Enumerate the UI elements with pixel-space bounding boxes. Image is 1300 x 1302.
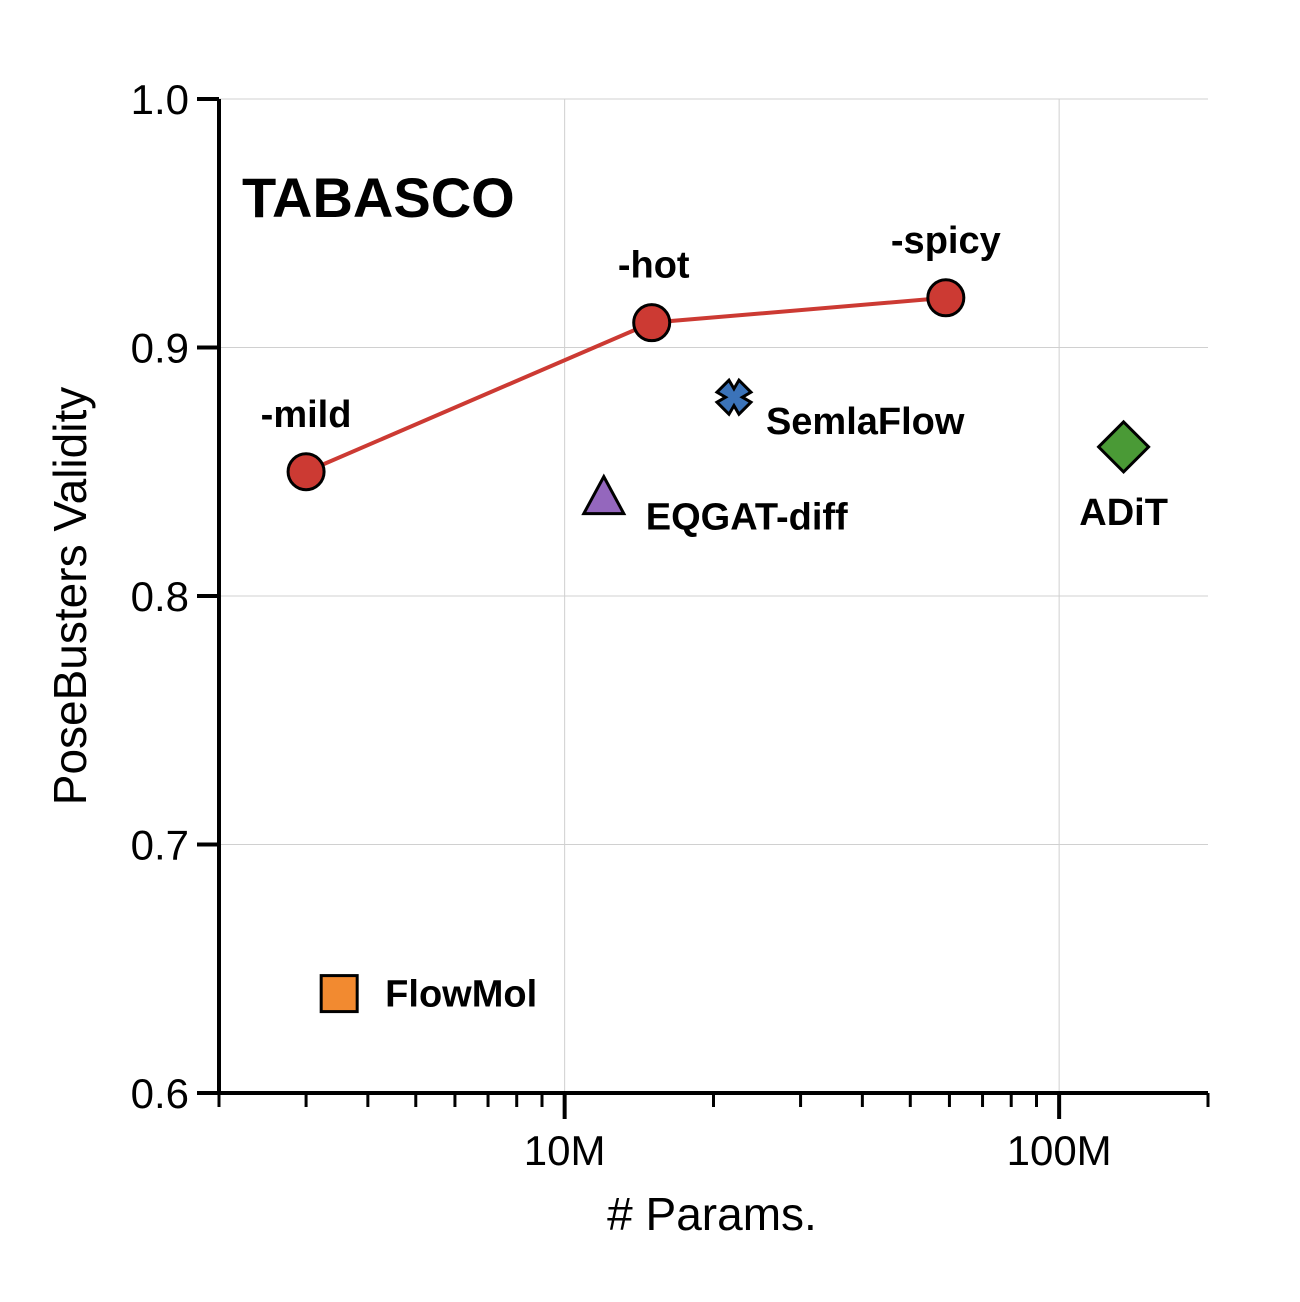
point-marker-diamond: [1096, 419, 1151, 475]
y-tick-label: 1.0: [131, 76, 189, 123]
point-marker-circle: [632, 303, 672, 343]
x-tick-label: 100M: [1007, 1127, 1112, 1174]
series-line: [305, 295, 946, 474]
point-label: -hot: [618, 245, 690, 287]
point-label: -spicy: [891, 220, 1001, 262]
point-marker-square: [319, 974, 359, 1014]
point-label: SemlaFlow: [766, 401, 965, 443]
axis-ticks: 0.6 0.7 0.8 0.9 1.0 10M 100M: [131, 76, 1210, 1174]
grid-lines: [219, 98, 1208, 1094]
point-marker-triangle: [581, 473, 627, 516]
point-marker-circle: [286, 452, 326, 492]
y-tick-label: 0.7: [131, 822, 189, 869]
y-tick-label: 0.8: [131, 573, 189, 620]
point-label: -mild: [261, 394, 352, 436]
data-markers: [286, 278, 1151, 1014]
x-axis-label: # Params.: [607, 1188, 817, 1240]
point-label: FlowMol: [385, 974, 537, 1016]
y-axis-label: PoseBusters Validity: [44, 387, 96, 805]
point-label: ADiT: [1079, 492, 1168, 534]
group-label: TABASCO: [242, 166, 515, 229]
point-label: EQGAT-diff: [646, 497, 848, 539]
y-tick-label: 0.9: [131, 325, 189, 372]
x-tick-label: 10M: [524, 1127, 606, 1174]
series-lines: [305, 295, 946, 474]
point-marker-x: [714, 377, 754, 417]
point-labels: -mild -hot -spicy SemlaFlow EQGAT-diff ADiT Fl…: [261, 220, 1168, 1016]
point-marker-circle: [926, 278, 966, 318]
y-tick-label: 0.6: [131, 1070, 189, 1117]
